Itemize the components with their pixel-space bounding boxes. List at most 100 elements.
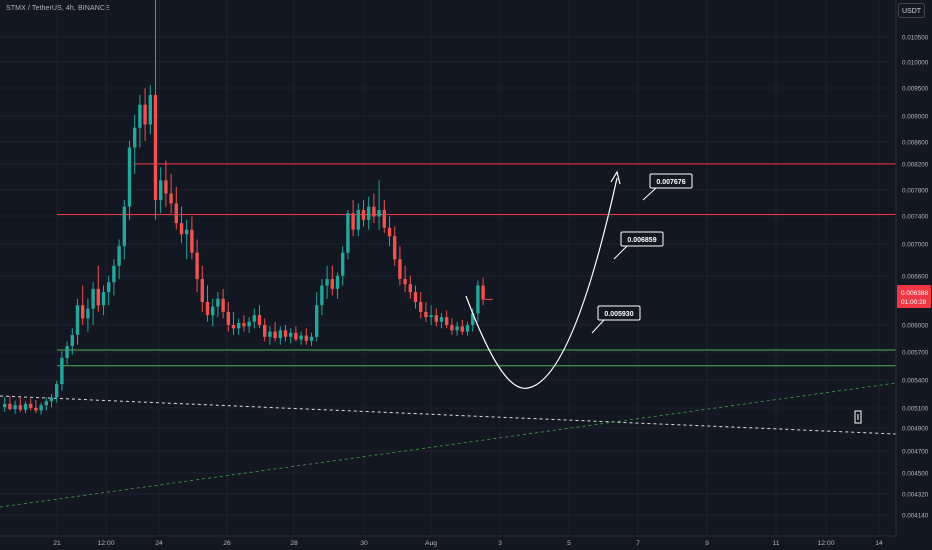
candlesticks <box>3 0 493 415</box>
candle-body <box>3 403 7 408</box>
price-axis-label: 0.006600 <box>902 274 929 281</box>
candle-body <box>471 313 475 325</box>
time-axis-label: 12:00 <box>817 540 834 547</box>
time-axis[interactable]: 21 12:00 24 26 28 30 Aug 3 5 7 9 11 12:00 14 <box>0 535 896 547</box>
projected-path <box>465 177 618 389</box>
candle-body <box>143 104 147 125</box>
price-axis-label: 0.007800 <box>902 188 929 195</box>
candle-body <box>231 325 236 329</box>
candle-body <box>476 285 480 314</box>
candle-body <box>112 265 116 283</box>
candle-body <box>174 203 178 224</box>
candle-body <box>127 147 132 207</box>
time-axis-label: 7 <box>636 540 640 547</box>
target-box <box>620 231 664 247</box>
candle-body <box>341 252 345 276</box>
price-axis-label: 0.004140 <box>902 513 929 520</box>
candle-body <box>330 278 334 289</box>
candle-body <box>29 403 33 408</box>
candle-body <box>86 308 90 319</box>
candle-body <box>289 332 293 337</box>
target-leader-line <box>591 319 605 334</box>
candle-body <box>101 292 106 306</box>
candle-body <box>455 326 459 331</box>
candle-body <box>372 206 376 217</box>
trend-lines <box>0 382 897 508</box>
candle-body <box>190 229 194 253</box>
price-axis-label: 0.004700 <box>902 449 929 456</box>
time-axis-label: 30 <box>360 540 368 547</box>
candle-body <box>278 330 282 339</box>
projection-arrowhead <box>610 170 621 185</box>
candle-body <box>429 315 433 318</box>
price-axis[interactable]: 0.010500 0.010000 0.009500 0.009000 0.008600… <box>895 0 931 536</box>
price-axis-label: 0.007400 <box>902 214 929 221</box>
current-price-countdown: 01:00:28 <box>901 299 927 306</box>
time-axis-label: 5 <box>567 540 571 547</box>
candle-body <box>304 335 308 341</box>
candle-body <box>185 229 189 235</box>
candle-body <box>44 401 48 406</box>
price-axis-label: 0.010000 <box>902 60 929 67</box>
candle-body <box>153 94 158 201</box>
candle-body <box>450 325 454 331</box>
price-axis-label: 0.008600 <box>902 140 929 147</box>
time-axis-label: 21 <box>53 540 61 547</box>
candle-body <box>346 213 350 253</box>
candle-body <box>117 246 121 266</box>
candle-body <box>205 301 210 316</box>
price-axis-label: 0.004320 <box>902 492 929 499</box>
candle-body <box>122 206 126 247</box>
candle-body <box>398 259 402 279</box>
candle-body <box>320 285 324 306</box>
price-axis-label: 0.004900 <box>902 426 929 433</box>
candle-body <box>159 180 163 201</box>
candle-body <box>55 384 59 398</box>
candle-body <box>148 94 152 125</box>
candle-body <box>8 403 12 410</box>
candle-body <box>237 323 241 329</box>
candle-body <box>49 397 54 402</box>
candle-body <box>294 332 298 340</box>
candle-body <box>18 405 22 410</box>
projection-path <box>465 170 621 389</box>
time-axis-label: 3 <box>498 540 502 547</box>
candle-body <box>335 275 340 289</box>
target-leader-line <box>613 245 628 260</box>
time-axis-label: 11 <box>772 540 779 547</box>
candle-body <box>413 292 418 302</box>
candle-body <box>481 285 485 300</box>
candle-body <box>13 405 17 410</box>
current-price-value: 0.006388 <box>901 290 928 297</box>
candle-body <box>445 317 449 325</box>
candle-body <box>382 209 386 228</box>
current-price-tag <box>897 285 931 308</box>
price-axis-label: 0.009000 <box>902 114 929 121</box>
candle-body <box>351 213 355 230</box>
candle-body <box>419 301 423 312</box>
candle-body <box>169 193 173 204</box>
candle-body <box>377 209 381 217</box>
candle-body <box>60 357 64 385</box>
candle-body <box>164 180 168 194</box>
target-box <box>649 173 693 189</box>
candle-body <box>216 298 220 307</box>
candle-body <box>226 311 230 325</box>
target-leader-line <box>642 187 657 201</box>
candle-body <box>242 323 246 327</box>
candle-body <box>221 298 225 312</box>
price-levels <box>57 163 896 367</box>
candle-body <box>211 306 215 316</box>
candle-body <box>23 403 28 410</box>
ascending-trendline <box>0 382 897 508</box>
candle-body <box>299 335 303 340</box>
candle-body <box>195 252 199 279</box>
price-axis-label: 0.005100 <box>902 406 929 413</box>
price-axis-label: 0.009500 <box>902 86 929 93</box>
time-axis-label: 24 <box>155 540 163 547</box>
time-axis-label: 14 <box>875 540 883 547</box>
candle-body <box>283 330 288 337</box>
currency-button[interactable]: USDT <box>898 3 925 18</box>
candle-body <box>465 325 470 332</box>
